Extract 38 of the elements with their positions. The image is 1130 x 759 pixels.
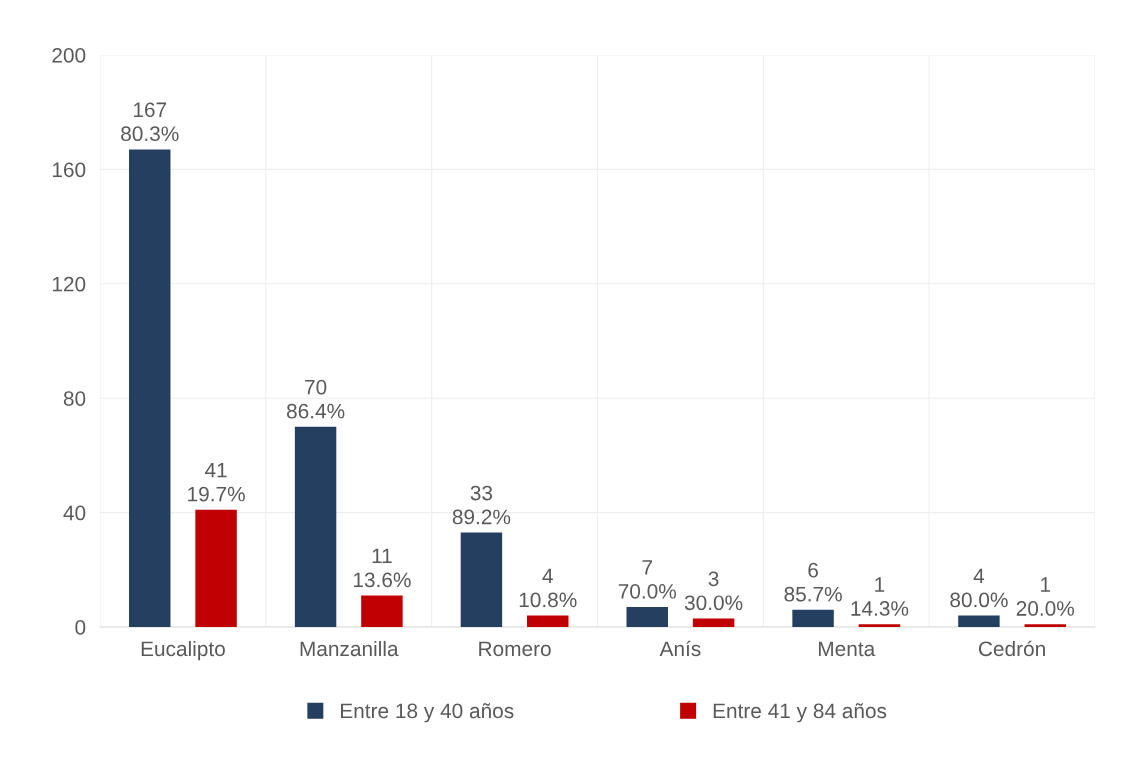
- y-tick-label: 40: [63, 505, 86, 521]
- bar: [527, 615, 569, 627]
- y-tick-label: 120: [52, 276, 86, 292]
- bar: [958, 615, 1000, 627]
- x-tick-label: Manzanilla: [300, 640, 399, 657]
- bar: [858, 624, 901, 627]
- bar: [195, 509, 237, 627]
- x-tick-label: Romero: [479, 641, 551, 657]
- x-tick-label: Anís: [659, 640, 701, 657]
- x-tick-label: Menta: [819, 641, 876, 657]
- data-label: 1 14.3%: [851, 577, 909, 616]
- bar: [460, 532, 503, 627]
- x-tick-label: Eucalipto: [141, 640, 225, 661]
- data-label: 41 19.7%: [188, 462, 245, 502]
- data-label: 33 89.2%: [452, 485, 511, 525]
- data-label: 4 80.0%: [950, 568, 1008, 608]
- data-label: 4 10.8%: [519, 568, 577, 608]
- data-label: 70 86.4%: [286, 379, 345, 419]
- data-label: 6 85.7%: [784, 562, 842, 602]
- y-tick-label: 0: [75, 620, 86, 635]
- bar: [361, 595, 403, 627]
- y-tick-label: 80: [63, 391, 86, 406]
- y-tick-label: 200: [52, 48, 86, 63]
- bar: [1024, 624, 1066, 627]
- bar: [626, 606, 668, 627]
- data-label: 1 20.0%: [1016, 577, 1075, 616]
- bar: [129, 149, 171, 627]
- data-label: 7 70.0%: [618, 560, 677, 599]
- y-tick-label: 160: [52, 162, 86, 178]
- bar: [792, 609, 834, 627]
- legend-label: Entre 41 y 84 años: [713, 703, 887, 723]
- data-label: 11 13.6%: [353, 548, 411, 588]
- x-tick-label: Cedrón: [978, 640, 1045, 657]
- data-label: 3 30.0%: [684, 571, 743, 611]
- legend-label: Entre 18 y 40 años: [341, 703, 514, 723]
- bar: [294, 426, 337, 627]
- data-label: 167 80.3%: [121, 102, 179, 142]
- bar: [692, 618, 735, 627]
